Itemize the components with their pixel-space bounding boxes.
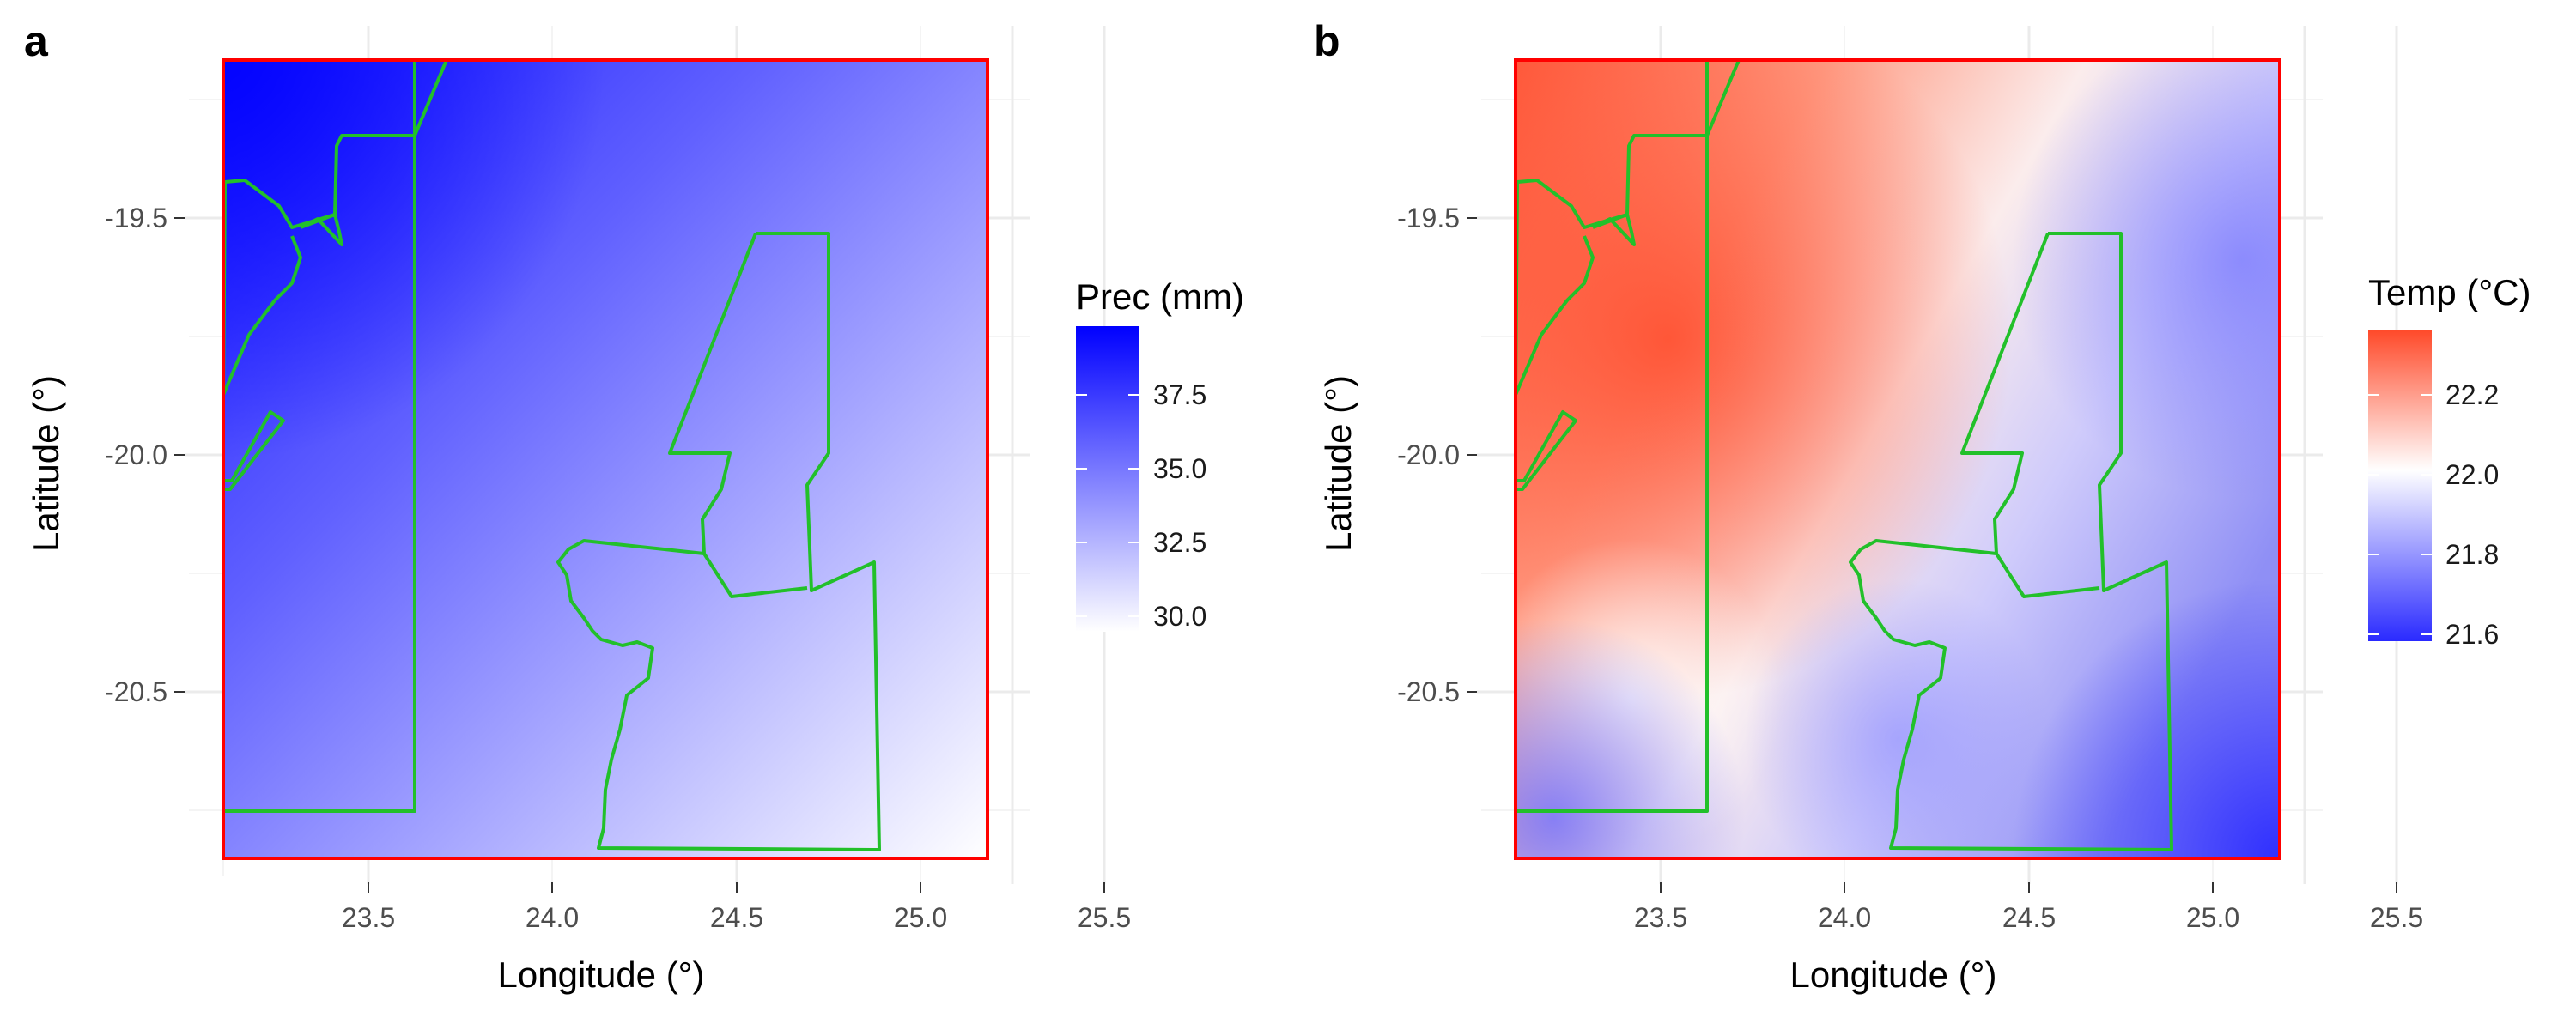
y-tick-label: -19.5	[105, 203, 167, 233]
y-axis-title-a: Latitude (°)	[26, 375, 66, 552]
legend-colorbar-b	[2368, 330, 2432, 641]
legend-label: 32.5	[1153, 527, 1206, 558]
x-tick-label: 25.0	[894, 902, 947, 933]
ticks-b	[1467, 217, 2397, 893]
legend-label: 35.0	[1153, 453, 1206, 484]
y-axis-title-b: Latitude (°)	[1318, 375, 1358, 552]
y-tick-labels-b: -19.5 -20.0 -20.5	[1397, 203, 1460, 707]
legend-label: 21.8	[2445, 539, 2499, 570]
legend-colorbar-a	[1076, 326, 1139, 632]
legend-label: 21.6	[2445, 619, 2499, 650]
x-tick-label: 25.5	[1078, 902, 1131, 933]
study-area-frame-b	[1514, 58, 2281, 860]
x-axis-title-b: Longitude (°)	[1790, 954, 1997, 995]
x-tick-label: 23.5	[1634, 902, 1687, 933]
y-tick-label: -20.0	[1397, 439, 1460, 470]
legend-title-a: Prec (mm)	[1076, 276, 1244, 317]
x-tick-label: 24.5	[710, 902, 763, 933]
temperature-raster	[1516, 60, 2280, 858]
precipitation-raster	[223, 60, 987, 858]
x-tick-label: 24.0	[1818, 902, 1871, 933]
x-tick-label: 25.5	[2370, 902, 2423, 933]
x-tick-label: 24.5	[2002, 902, 2056, 933]
legend-title-b: Temp (°C)	[2368, 272, 2530, 312]
boundaries-b	[1516, 60, 2173, 851]
boundary-west-park	[223, 60, 416, 813]
panel-b: b	[1314, 17, 2530, 995]
x-tick-label: 24.0	[526, 902, 579, 933]
y-tick-labels-a: -19.5 -20.0 -20.5	[105, 203, 167, 707]
x-axis-title-a: Longitude (°)	[498, 954, 705, 995]
panel-tag-a: a	[24, 17, 49, 65]
boundary-west-park	[1516, 60, 1709, 813]
legend-label: 30.0	[1153, 601, 1206, 632]
boundary-small-patch	[1516, 410, 1577, 491]
y-tick-label: -20.0	[105, 439, 167, 470]
boundaries-a	[223, 60, 881, 851]
x-tick-label: 25.0	[2186, 902, 2239, 933]
y-tick-label: -20.5	[1397, 676, 1460, 707]
x-tick-labels-a: 23.5 24.0 24.5 25.0 25.5	[342, 902, 1131, 933]
x-tick-labels-b: 23.5 24.0 24.5 25.0 25.5	[1634, 902, 2423, 933]
legend-label: 37.5	[1153, 379, 1206, 410]
x-tick-label: 23.5	[342, 902, 395, 933]
panel-tag-b: b	[1314, 17, 1340, 65]
legend-label: 22.0	[2445, 459, 2499, 490]
legend-label: 22.2	[2445, 379, 2499, 410]
y-tick-label: -20.5	[105, 676, 167, 707]
legend-a: Prec (mm) 37.5 35.0 32.5 30.0	[1076, 276, 1244, 632]
panel-a: a	[24, 17, 1244, 995]
boundary-east-reserve	[556, 232, 881, 851]
boundary-small-patch	[223, 410, 285, 491]
y-tick-label: -19.5	[1397, 203, 1460, 233]
legend-b: Temp (°C) 22.2 22.0 21.8 21.6	[2368, 272, 2530, 650]
study-area-frame-a	[222, 58, 989, 860]
boundary-east-reserve	[1849, 232, 2173, 851]
ticks-a	[174, 217, 1105, 893]
